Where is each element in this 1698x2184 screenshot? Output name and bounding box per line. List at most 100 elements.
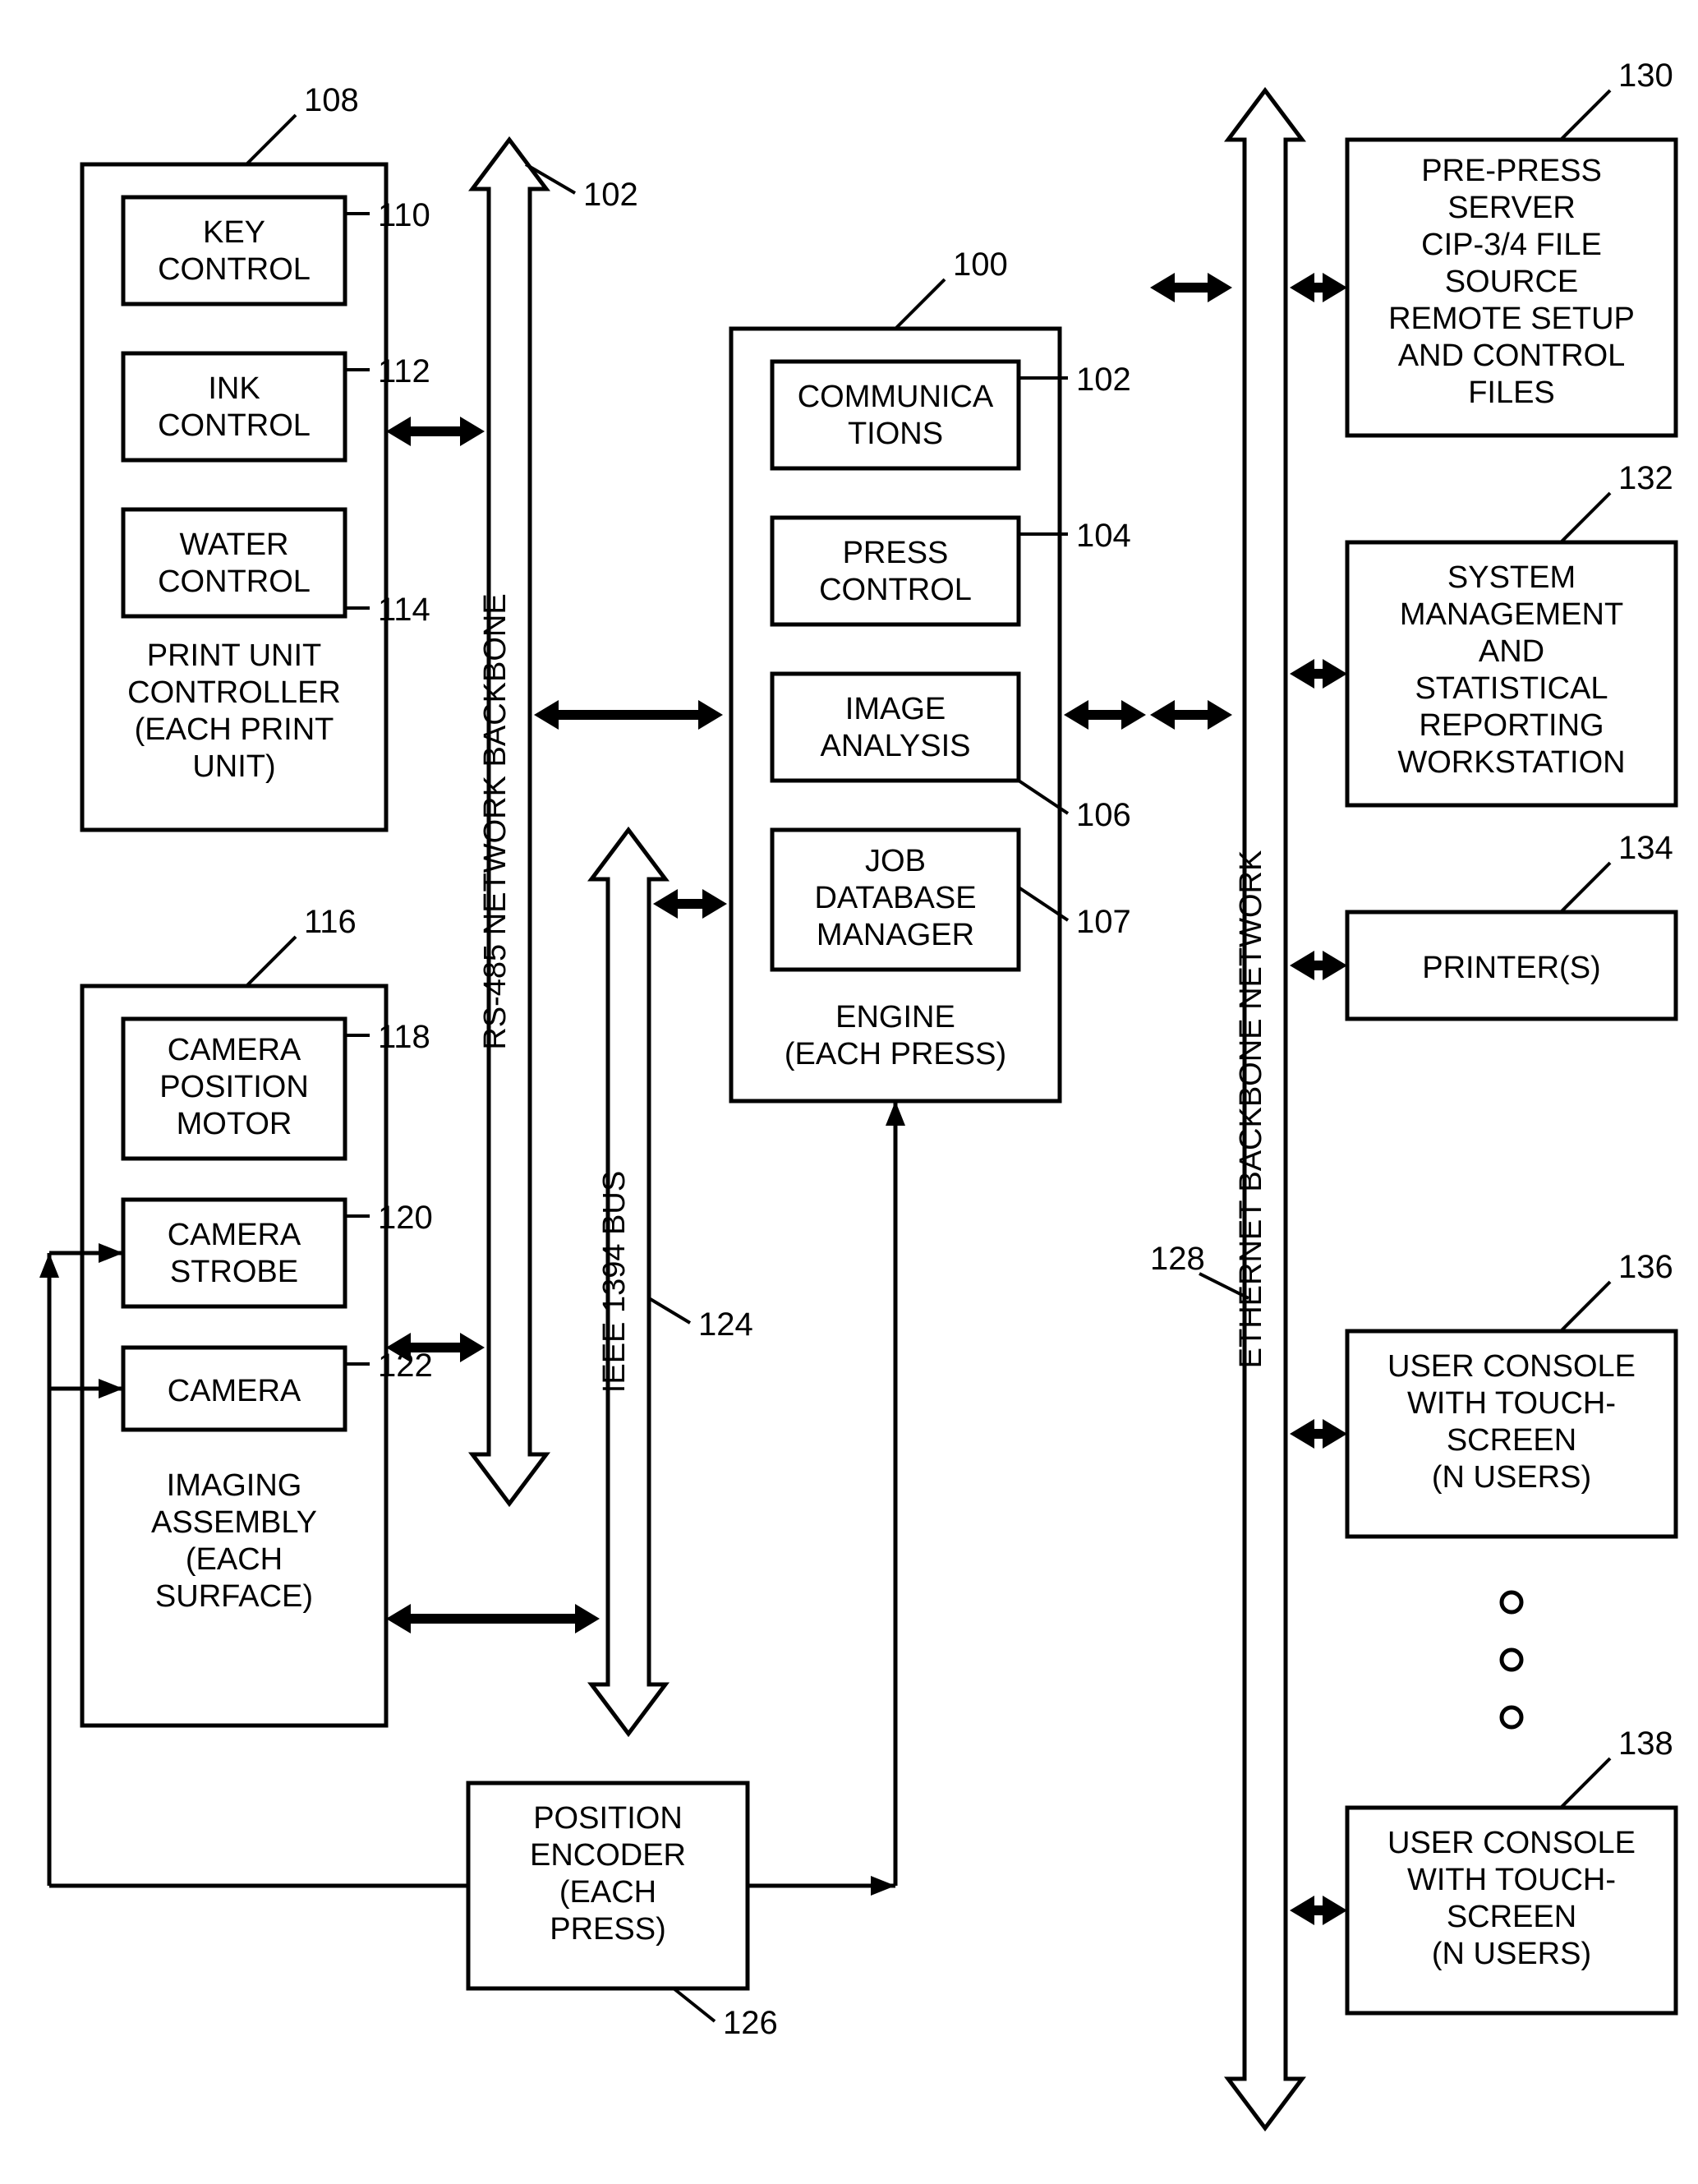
svg-text:WATER: WATER (180, 528, 289, 562)
svg-text:INK: INK (208, 371, 260, 406)
user-console-1: USER CONSOLE WITH TOUCH- SCREEN (N USERS… (1347, 1331, 1676, 1537)
ref-104: 104 (1076, 518, 1131, 554)
svg-text:REMOTE SETUP: REMOTE SETUP (1388, 302, 1635, 336)
ink-control-box: INK CONTROL (123, 353, 345, 460)
ellipsis-dot (1502, 1650, 1521, 1670)
pre-press-server: PRE-PRESS SERVER CIP-3/4 FILE SOURCE REM… (1347, 140, 1676, 435)
svg-text:PRESS: PRESS (843, 536, 949, 570)
ref-110: 110 (378, 197, 430, 233)
system-mgmt: SYSTEM MANAGEMENT AND STATISTICAL REPORT… (1347, 542, 1676, 805)
ieee1394-label: IEEE 1394 BUS (597, 1171, 632, 1393)
press-control-box: PRESS CONTROL (772, 518, 1019, 624)
svg-text:SURFACE): SURFACE) (155, 1579, 313, 1614)
svg-text:TIONS: TIONS (848, 417, 943, 451)
print-unit-controller: KEY CONTROL INK CONTROL WATER CONTROL PR… (82, 164, 386, 830)
svg-text:PRESS): PRESS) (550, 1912, 665, 1947)
svg-text:REPORTING: REPORTING (1419, 708, 1604, 743)
user-console-2: USER CONSOLE WITH TOUCH- SCREEN (N USERS… (1347, 1808, 1676, 2013)
svg-text:WITH TOUCH-: WITH TOUCH- (1407, 1863, 1616, 1897)
ref-138: 138 (1618, 1726, 1673, 1762)
svg-text:(N USERS): (N USERS) (1432, 1460, 1591, 1495)
ref-130: 130 (1618, 58, 1673, 94)
ref-100: 100 (953, 247, 1008, 283)
svg-text:ANALYSIS: ANALYSIS (820, 729, 970, 763)
system-block-diagram: KEY CONTROL INK CONTROL WATER CONTROL PR… (0, 0, 1698, 2184)
ref-114: 114 (378, 592, 430, 628)
svg-text:CONTROLLER: CONTROLLER (127, 675, 341, 710)
svg-text:MOTOR: MOTOR (177, 1107, 292, 1141)
ellipsis-dot (1502, 1707, 1521, 1727)
svg-text:MANAGER: MANAGER (817, 918, 974, 952)
engine: COMMUNICA TIONS PRESS CONTROL IMAGE ANAL… (731, 329, 1060, 1101)
svg-text:(EACH: (EACH (186, 1542, 283, 1577)
svg-text:SCREEN: SCREEN (1447, 1900, 1576, 1934)
svg-text:ASSEMBLY: ASSEMBLY (151, 1505, 317, 1540)
svg-text:CONTROL: CONTROL (158, 564, 311, 599)
svg-text:POSITION: POSITION (533, 1801, 683, 1836)
rs485-label: RS-485 NETWORK BACKBONE (478, 593, 513, 1049)
svg-text:POSITION: POSITION (159, 1070, 309, 1104)
engine-caption: ENGINE (835, 1000, 955, 1034)
svg-text:STATISTICAL: STATISTICAL (1415, 671, 1608, 706)
svg-text:SYSTEM: SYSTEM (1447, 560, 1576, 595)
camera-strobe-box: CAMERA STROBE (123, 1200, 345, 1306)
print-unit-caption: PRINT UNIT (147, 638, 322, 673)
ref-102-bus: 102 (583, 177, 638, 213)
svg-text:CONTROL: CONTROL (158, 408, 311, 443)
svg-text:PRINTER(S): PRINTER(S) (1422, 951, 1600, 985)
svg-text:IMAGE: IMAGE (845, 692, 946, 726)
svg-text:SCREEN: SCREEN (1447, 1423, 1576, 1458)
svg-text:MANAGEMENT: MANAGEMENT (1400, 597, 1623, 632)
svg-text:STROBE: STROBE (170, 1255, 298, 1289)
svg-text:(EACH: (EACH (559, 1875, 656, 1910)
svg-text:(EACH PRESS): (EACH PRESS) (785, 1037, 1006, 1071)
ref-134: 134 (1618, 830, 1673, 866)
rs485-bus: RS-485 NETWORK BACKBONE (472, 140, 546, 1504)
key-control-box: KEY CONTROL (123, 197, 345, 304)
ref-108: 108 (304, 82, 359, 118)
ref-128: 128 (1150, 1241, 1205, 1277)
ethernet-label: ETHERNET BACKBONE NETWORK (1234, 850, 1268, 1369)
key-control-label: KEY (203, 215, 265, 250)
ref-106: 106 (1076, 797, 1131, 833)
svg-text:ENCODER: ENCODER (530, 1838, 686, 1873)
ellipsis-dot (1502, 1592, 1521, 1612)
camera-box: CAMERA (123, 1348, 345, 1430)
svg-text:WITH TOUCH-: WITH TOUCH- (1407, 1386, 1616, 1421)
svg-text:USER CONSOLE: USER CONSOLE (1387, 1349, 1636, 1384)
water-control-box: WATER CONTROL (123, 509, 345, 616)
ieee1394-bus: IEEE 1394 BUS (591, 830, 665, 1734)
ref-102-comm: 102 (1076, 362, 1131, 398)
svg-text:CONTROL: CONTROL (819, 573, 972, 607)
svg-text:AND: AND (1479, 634, 1544, 669)
ethernet-bus: ETHERNET BACKBONE NETWORK (1228, 90, 1302, 2128)
imaging-assembly: CAMERA POSITION MOTOR CAMERA STROBE CAME… (82, 986, 386, 1726)
ref-136: 136 (1618, 1249, 1673, 1285)
camera-position-motor-box: CAMERA POSITION MOTOR (123, 1019, 345, 1159)
imaging-caption: IMAGING (167, 1468, 302, 1503)
svg-text:PRE-PRESS: PRE-PRESS (1421, 154, 1602, 188)
printer: PRINTER(S) (1347, 912, 1676, 1019)
svg-text:(N USERS): (N USERS) (1432, 1937, 1591, 1971)
svg-text:CAMERA: CAMERA (168, 1218, 301, 1252)
ref-120: 120 (378, 1200, 433, 1236)
communications-box: COMMUNICA TIONS (772, 362, 1019, 468)
svg-text:SOURCE: SOURCE (1445, 265, 1579, 299)
svg-text:CIP-3/4 FILE: CIP-3/4 FILE (1421, 228, 1602, 262)
svg-text:SERVER: SERVER (1447, 191, 1576, 225)
ref-132: 132 (1618, 460, 1673, 496)
position-encoder: POSITION ENCODER (EACH PRESS) (468, 1783, 748, 1988)
ref-116: 116 (304, 904, 357, 940)
ref-126: 126 (723, 2005, 778, 2041)
svg-text:COMMUNICA: COMMUNICA (798, 380, 994, 414)
svg-text:DATABASE: DATABASE (814, 881, 976, 915)
svg-text:USER CONSOLE: USER CONSOLE (1387, 1826, 1636, 1860)
ref-107: 107 (1076, 904, 1131, 940)
svg-text:CAMERA: CAMERA (168, 1374, 301, 1408)
svg-text:CONTROL: CONTROL (158, 252, 311, 287)
svg-text:AND CONTROL: AND CONTROL (1398, 339, 1626, 373)
svg-text:WORKSTATION: WORKSTATION (1397, 745, 1625, 780)
ref-112: 112 (378, 353, 430, 389)
svg-text:(EACH PRINT: (EACH PRINT (135, 712, 334, 747)
svg-text:JOB: JOB (865, 844, 926, 878)
